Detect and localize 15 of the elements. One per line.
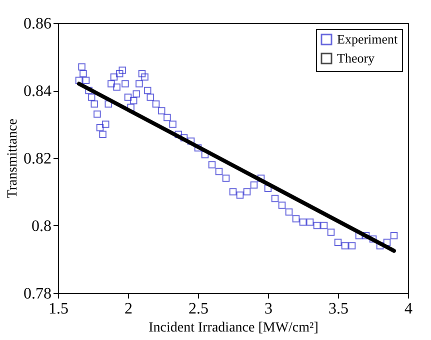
legend-label: Experiment: [337, 32, 398, 46]
x-tick-label: 2: [124, 300, 132, 318]
x-tick-label: 3: [264, 300, 272, 318]
y-tick-label: 0.8: [32, 218, 52, 235]
x-axis-title: Incident Irradiance [MW/cm²]: [148, 320, 318, 336]
x-tick-label: 1.5: [48, 300, 68, 318]
y-axis-title: Transmittance: [6, 118, 20, 198]
x-tick-label: 3.5: [328, 300, 348, 318]
x-tick-label: 2.5: [188, 300, 208, 318]
x-tick-label: 4: [404, 300, 412, 318]
legend-label: Theory: [337, 50, 376, 66]
y-tick-label: 0.82: [24, 150, 52, 168]
y-tick-label: 0.84: [24, 83, 52, 100]
y-tick-label: 0.78: [24, 286, 52, 302]
y-tick-label: 0.86: [24, 16, 52, 32]
